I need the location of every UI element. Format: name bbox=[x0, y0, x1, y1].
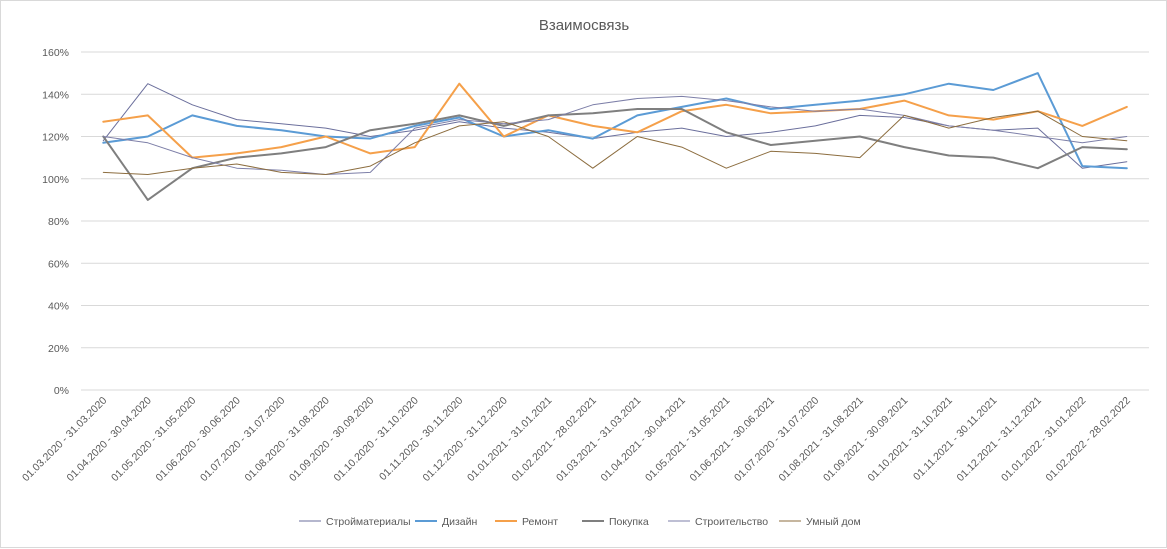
series-line-3 bbox=[102, 108, 1128, 201]
x-tick-label: 01.05.2020 - 31.05.2020 bbox=[109, 395, 199, 485]
y-tick-label: 120% bbox=[42, 132, 69, 144]
x-tick-label: 01.10.2021 - 31.10.2021 bbox=[865, 395, 955, 485]
legend-label: Строительство bbox=[695, 516, 768, 528]
series-line-2 bbox=[102, 82, 1128, 159]
y-tick-label: 0% bbox=[54, 385, 69, 397]
y-axis-ticks: 0% 20% 40% 60% 80% 100% 120% 140% 160% bbox=[42, 47, 69, 397]
x-tick-label: 01.11.2020 - 30.11.2020 bbox=[377, 395, 465, 483]
legend-item: Умный дом bbox=[779, 516, 861, 528]
x-tick-label: 01.07.2020 - 31.07.2020 bbox=[732, 395, 822, 485]
x-tick-label: 01.01.2022 - 31.01.2022 bbox=[999, 395, 1089, 485]
legend-item: Строительство bbox=[668, 516, 768, 528]
legend-item: Покупка bbox=[582, 516, 649, 528]
legend-label: Ремонт bbox=[522, 516, 558, 528]
series-lines bbox=[102, 72, 1128, 201]
x-tick-label: 01.05.2021 - 31.05.2021 bbox=[643, 395, 733, 485]
x-tick-label: 01.11.2021 - 30.11.2021 bbox=[911, 395, 999, 483]
y-tick-label: 100% bbox=[42, 174, 69, 186]
legend-item: Дизайн bbox=[415, 516, 477, 528]
y-tick-label: 80% bbox=[48, 216, 69, 228]
y-tick-label: 160% bbox=[42, 47, 69, 59]
y-tick-label: 40% bbox=[48, 301, 69, 313]
legend-label: Стройматериалы bbox=[326, 516, 411, 528]
x-tick-label: 01.09.2020 - 30.09.2020 bbox=[287, 395, 377, 485]
x-tick-label: 01.01.2021 - 31.01.2021 bbox=[465, 395, 555, 485]
series-line-1 bbox=[102, 72, 1128, 170]
legend-label: Дизайн bbox=[442, 516, 477, 528]
x-tick-label: 01.10.2020 - 31.10.2020 bbox=[331, 395, 421, 485]
y-tick-label: 60% bbox=[48, 258, 69, 270]
legend-item: Стройматериалы bbox=[299, 516, 411, 528]
x-tick-label: 01.07.2020 - 31.07.2020 bbox=[198, 395, 288, 485]
gridlines bbox=[81, 51, 1149, 391]
legend-label: Покупка bbox=[609, 516, 649, 528]
x-tick-label: 01.02.2021 - 28.02.2021 bbox=[509, 395, 599, 485]
legend-label: Умный дом bbox=[806, 516, 861, 528]
x-tick-label: 01.09.2021 - 30.09.2021 bbox=[821, 395, 911, 485]
legend-item: Ремонт bbox=[495, 516, 558, 528]
x-tick-label: 01.08.2020 - 31.08.2020 bbox=[242, 395, 332, 485]
x-tick-label: 01.12.2020 - 31.12.2020 bbox=[420, 395, 510, 485]
y-tick-label: 20% bbox=[48, 343, 69, 355]
x-tick-label: 01.02.2022 - 28.02.2022 bbox=[1043, 395, 1133, 485]
x-tick-label: 01.03.2020 - 31.03.2020 bbox=[20, 395, 110, 485]
y-tick-label: 140% bbox=[42, 89, 69, 101]
x-tick-label: 01.06.2020 - 30.06.2020 bbox=[153, 395, 243, 485]
series-line-5 bbox=[102, 110, 1128, 175]
x-tick-label: 01.08.2021 - 31.08.2021 bbox=[776, 395, 866, 485]
x-tick-label: 01.04.2021 - 30.04.2021 bbox=[598, 395, 688, 485]
x-tick-label: 01.03.2021 - 31.03.2021 bbox=[554, 395, 644, 485]
legend: Стройматериалы Дизайн Ремонт Покупка Строите… bbox=[299, 516, 861, 528]
x-tick-label: 01.04.2020 - 30.04.2020 bbox=[64, 395, 154, 485]
chart-title: Взаимосвязь bbox=[539, 17, 630, 34]
x-tick-label: 01.12.2021 - 31.12.2021 bbox=[954, 395, 1044, 485]
x-tick-label: 01.06.2021 - 30.06.2021 bbox=[687, 395, 777, 485]
